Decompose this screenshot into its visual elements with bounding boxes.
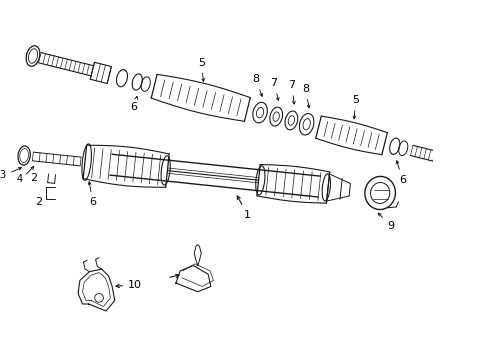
Text: 6: 6 <box>88 182 96 207</box>
Text: 3: 3 <box>0 359 1 360</box>
Text: 10: 10 <box>116 280 142 290</box>
Text: 4: 4 <box>16 174 22 184</box>
Text: 5: 5 <box>351 95 358 119</box>
Text: 1: 1 <box>237 196 250 220</box>
Text: 7: 7 <box>288 80 295 104</box>
Text: 7: 7 <box>270 78 279 100</box>
Text: 6: 6 <box>130 96 137 112</box>
Text: 8: 8 <box>301 84 309 108</box>
Text: 2: 2 <box>35 197 42 207</box>
Text: 8: 8 <box>252 74 262 96</box>
Text: 5: 5 <box>198 58 204 81</box>
Text: 6: 6 <box>395 161 405 185</box>
Text: 4: 4 <box>0 359 1 360</box>
Text: 2: 2 <box>30 173 37 183</box>
Text: 9: 9 <box>378 213 393 231</box>
Text: 3: 3 <box>0 170 5 180</box>
